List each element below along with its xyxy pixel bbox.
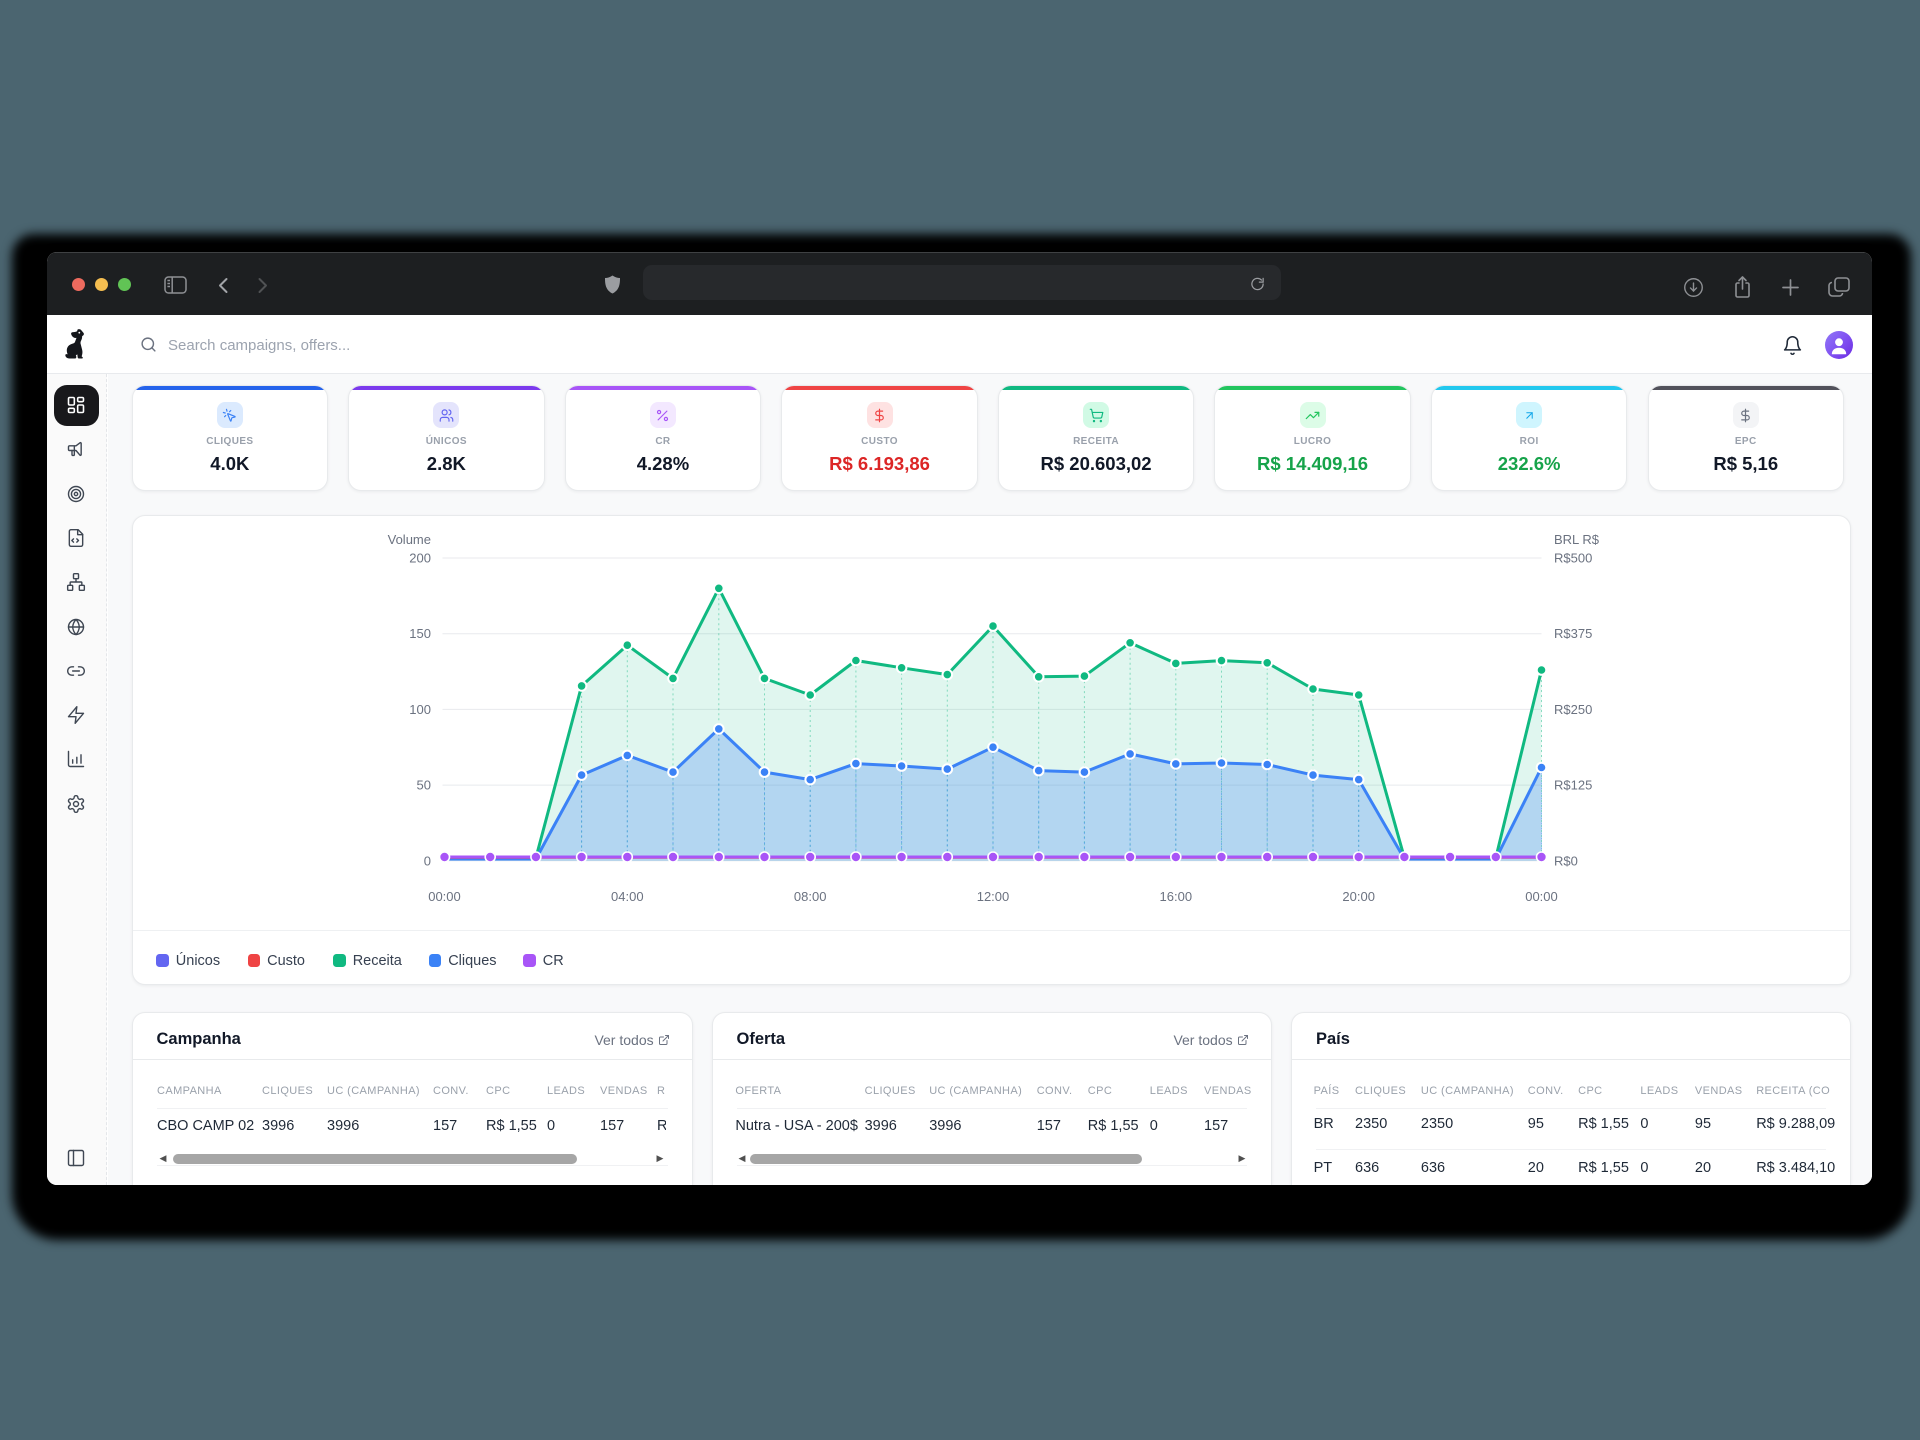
svg-text:R$375: R$375 bbox=[1554, 626, 1592, 641]
svg-text:R$250: R$250 bbox=[1554, 702, 1592, 717]
svg-text:12:00: 12:00 bbox=[976, 889, 1009, 904]
svg-text:0: 0 bbox=[423, 853, 430, 868]
svg-text:16:00: 16:00 bbox=[1159, 889, 1192, 904]
svg-text:200: 200 bbox=[409, 551, 431, 566]
svg-text:50: 50 bbox=[416, 778, 430, 793]
svg-text:R$0: R$0 bbox=[1554, 853, 1578, 868]
svg-text:20:00: 20:00 bbox=[1342, 889, 1375, 904]
svg-text:08:00: 08:00 bbox=[793, 889, 826, 904]
svg-text:R$500: R$500 bbox=[1554, 551, 1592, 566]
svg-text:100: 100 bbox=[409, 702, 431, 717]
svg-text:04:00: 04:00 bbox=[611, 889, 644, 904]
svg-text:00:00: 00:00 bbox=[428, 889, 461, 904]
svg-text:R$125: R$125 bbox=[1554, 778, 1592, 793]
svg-text:BRL R$: BRL R$ bbox=[1554, 532, 1600, 547]
svg-text:00:00: 00:00 bbox=[1525, 889, 1558, 904]
svg-text:Volume: Volume bbox=[387, 532, 430, 547]
svg-text:150: 150 bbox=[409, 626, 431, 641]
